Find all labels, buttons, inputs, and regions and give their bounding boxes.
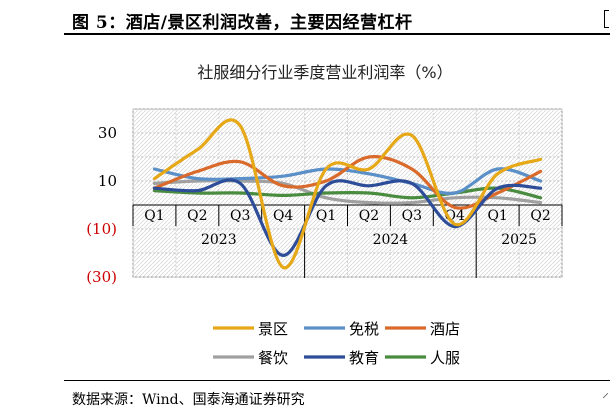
figure-title: 图 5：酒店/景区利润改善，主要因经营杠杆 [72, 13, 413, 33]
series-lines [152, 118, 543, 270]
x-tick-label: Q2 [530, 208, 550, 224]
year-label: 2024 [373, 232, 409, 248]
y-tick-label: (30) [86, 268, 117, 286]
year-label: 2023 [201, 232, 237, 248]
legend-label: 免税 [349, 320, 379, 338]
x-tick-label: Q1 [316, 208, 336, 224]
legend-label: 人服 [430, 349, 460, 367]
x-tick-label: Q1 [487, 208, 507, 224]
source-note: 数据来源：Wind、国泰海通证券研究 [72, 392, 305, 408]
y-tick-label: (10) [86, 220, 117, 238]
chart: 社服细分行业季度营业利润率（%） Q1 Q2 Q3 Q4 Q1 Q2 Q3 Q4 Q1 Q2202… [86, 63, 563, 367]
figure-header: 图 5：酒店/景区利润改善，主要因经营杠杆 [0, 0, 610, 35]
series-line-人服 [152, 186, 543, 200]
source-edge-glyph: ⸍ [602, 391, 609, 407]
legend-label: 景区 [258, 320, 288, 338]
series-line-免税 [152, 167, 543, 196]
legend-label: 教育 [349, 349, 379, 367]
legend-label: 酒店 [430, 320, 460, 338]
title-rule [64, 33, 610, 35]
y-axis-ticks: 30 10 (10) (30) [86, 124, 117, 286]
year-label: 2025 [501, 232, 537, 248]
x-tick-label: Q1 [144, 208, 164, 224]
y-tick-label: 30 [98, 124, 117, 142]
x-tick-label: Q2 [187, 208, 207, 224]
x-tick-label: Q2 [359, 208, 379, 224]
series-line-教育 [152, 178, 543, 258]
legend-label: 餐饮 [258, 349, 288, 367]
x-tick-label: Q4 [273, 208, 293, 224]
right-edge-mark [604, 10, 609, 28]
chart-title: 社服细分行业季度营业利润率（%） [197, 63, 452, 82]
x-tick-label: Q3 [230, 208, 250, 224]
y-tick-label: 10 [98, 172, 117, 190]
source-rule [64, 380, 610, 381]
x-tick-label: Q3 [402, 208, 422, 224]
series-line-景区 [152, 118, 543, 270]
